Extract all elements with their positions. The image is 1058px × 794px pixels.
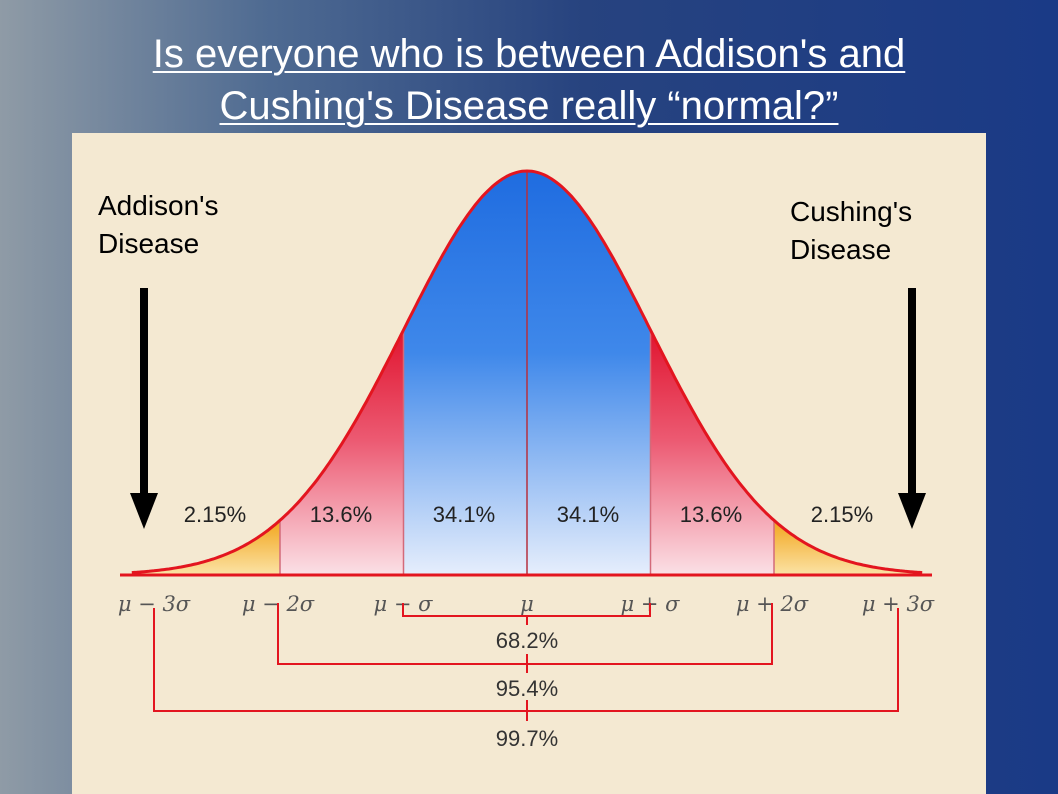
addisons-label-line-2: Disease [98,228,200,259]
title-line-1: Is everyone who is between Addison's and [152,32,906,76]
fill-right-tail [774,520,923,575]
cushings-arrow [898,288,926,529]
cushings-label-line-2: Disease [790,234,892,265]
tick-mu: μ [520,592,534,616]
bracket-label-99: 99.7% [496,726,558,751]
bracket-label-95: 95.4% [496,676,558,701]
cushings-label-line-1: Cushing's [790,196,913,227]
pct-label-left-mid: 13.6% [310,502,372,527]
diagram-panel: 2.15% 13.6% 34.1% 34.1% 13.6% 2.15% μ − … [72,133,986,794]
pct-label-right-mid: 13.6% [680,502,742,527]
pct-label-left-center: 34.1% [433,502,495,527]
bracket-95 [277,603,773,665]
sigma-dividers [279,171,775,575]
fill-left-tail [131,520,280,575]
slide-title: Is everyone who is between Addison's and… [0,28,1058,132]
bracket-label-68: 68.2% [496,628,558,653]
pct-label-right-tail: 2.15% [811,502,873,527]
addisons-label-line-1: Addison's [98,190,219,221]
bell-curve-line [131,169,923,575]
addisons-label: Addison's Disease [98,187,219,263]
pct-label-right-center: 34.1% [557,502,619,527]
addisons-arrow [130,288,158,529]
pct-label-left-tail: 2.15% [184,502,246,527]
normal-distribution-diagram: 2.15% 13.6% 34.1% 34.1% 13.6% 2.15% μ − … [118,169,935,751]
title-line-2: Cushing's Disease really “normal?” [219,84,839,128]
cushings-label: Cushing's Disease [790,193,912,269]
